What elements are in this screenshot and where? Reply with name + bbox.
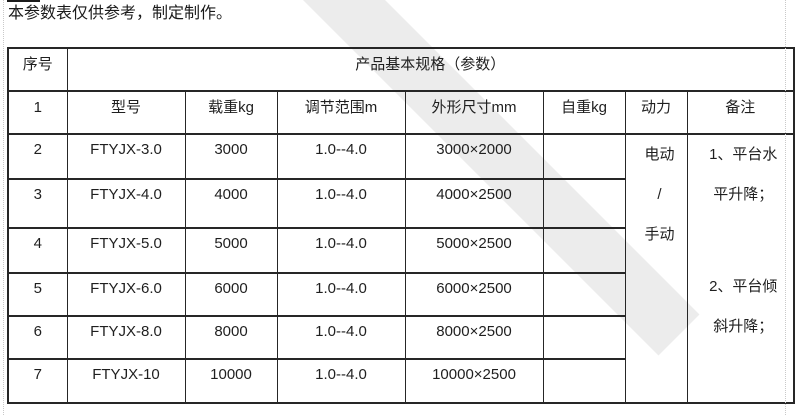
left-margin-guide <box>3 0 4 415</box>
cell-load: 3000 <box>184 133 278 180</box>
remarks-merged-cell: 1、平台水 平升降； 2、平台倾 斜升降； <box>686 133 795 404</box>
cell-serial-no: 7 <box>7 358 68 404</box>
cell-model: FTYJX-10 <box>66 358 186 404</box>
table-row-group-header: 序号 产品基本规格（参数） <box>7 47 795 92</box>
cell-size: 6000×2500 <box>404 272 544 317</box>
table-row: 4 FTYJX-5.0 5000 1.0--4.0 5000×2500 <box>7 227 794 274</box>
spec-table: 序号 产品基本规格（参数） 1 型号 载重kg 调节范围m 外形尺寸mm 自重k… <box>7 47 796 404</box>
cell-size: 5000×2500 <box>404 227 544 274</box>
power-merged-cell: 电动 / 手动 <box>624 133 688 404</box>
cell-range: 1.0--4.0 <box>276 227 406 274</box>
table-row: 6 FTYJX-8.0 8000 1.0--4.0 8000×2500 <box>7 315 794 360</box>
cell-load: 5000 <box>184 227 278 274</box>
cell-model: FTYJX-8.0 <box>66 315 186 360</box>
cell-load: 10000 <box>184 358 278 404</box>
cell-self-weight <box>542 315 626 360</box>
cell-self-weight <box>542 272 626 317</box>
cell-range: 1.0--4.0 <box>276 178 406 229</box>
intro-text: 本参数表仅供参考，制定制作。 <box>8 5 233 22</box>
table-row: 2 FTYJX-3.0 3000 1.0--4.0 3000×2000 电动 /… <box>7 133 795 404</box>
header-size: 外形尺寸mm <box>404 90 544 135</box>
cell-range: 1.0--4.0 <box>276 358 406 404</box>
cell-model: FTYJX-4.0 <box>66 178 186 229</box>
table-row: 5 FTYJX-6.0 6000 1.0--4.0 6000×2500 <box>7 272 794 317</box>
right-margin-guide <box>785 0 786 415</box>
top-left-rule-fragment <box>7 0 40 2</box>
header-self-weight: 自重kg <box>542 90 626 135</box>
table-row-column-headers: 1 型号 载重kg 调节范围m 外形尺寸mm 自重kg 动力 备注 <box>7 90 795 135</box>
cell-model: FTYJX-5.0 <box>66 227 186 274</box>
header-range: 调节范围m <box>276 90 406 135</box>
cell-self-weight <box>542 178 626 229</box>
header-power: 动力 <box>624 90 688 135</box>
corner-header-label: 序号 <box>22 56 53 73</box>
table-row: 3 FTYJX-4.0 4000 1.0--4.0 4000×2500 <box>7 178 794 229</box>
cell-serial-no: 2 <box>7 133 68 180</box>
power-label: 电动 / 手动 <box>644 146 675 243</box>
remark-item-1: 1、平台水 平升降； <box>709 146 778 203</box>
header-model: 型号 <box>66 90 186 135</box>
header-remarks: 备注 <box>686 90 795 135</box>
cell-range: 1.0--4.0 <box>276 133 406 180</box>
cell-model: FTYJX-6.0 <box>66 272 186 317</box>
cell-self-weight <box>542 358 626 404</box>
cell-range: 1.0--4.0 <box>276 272 406 317</box>
cell-load: 4000 <box>184 178 278 229</box>
cell-serial-no: 6 <box>7 315 68 360</box>
cell-load: 8000 <box>184 315 278 360</box>
cell-range: 1.0--4.0 <box>276 315 406 360</box>
cell-size: 10000×2500 <box>404 358 544 404</box>
cell-size: 3000×2000 <box>404 133 544 180</box>
row-index-cell: 1 <box>7 90 68 135</box>
group-header-cell: 产品基本规格（参数） <box>66 47 795 92</box>
cell-size: 8000×2500 <box>404 315 544 360</box>
cell-model: FTYJX-3.0 <box>66 133 186 180</box>
remark-item-2: 2、平台倾 斜升降； <box>709 278 778 335</box>
cell-self-weight <box>542 133 626 180</box>
cell-size: 4000×2500 <box>404 178 544 229</box>
cell-self-weight <box>542 227 626 274</box>
cell-serial-no: 4 <box>7 227 68 274</box>
corner-header-cell: 序号 <box>7 47 68 92</box>
header-load: 载重kg <box>184 90 278 135</box>
cell-serial-no: 3 <box>7 178 68 229</box>
group-header-label: 产品基本规格（参数） <box>355 56 506 73</box>
table-row: 7 FTYJX-10 10000 1.0--4.0 10000×2500 <box>7 358 794 404</box>
cell-serial-no: 5 <box>7 272 68 317</box>
cell-load: 6000 <box>184 272 278 317</box>
